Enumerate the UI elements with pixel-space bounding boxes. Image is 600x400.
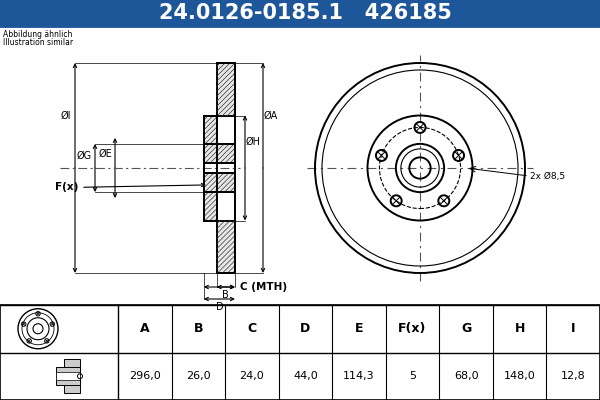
- Text: D: D: [215, 302, 223, 312]
- Text: F(x): F(x): [55, 182, 78, 192]
- Polygon shape: [204, 144, 235, 164]
- Text: ØE: ØE: [98, 148, 112, 158]
- Bar: [204, 116, 217, 144]
- Text: 148,0: 148,0: [504, 371, 536, 381]
- Text: ØA: ØA: [264, 110, 278, 120]
- Text: G: G: [461, 322, 471, 335]
- Text: 296,0: 296,0: [129, 371, 161, 381]
- Text: ØG: ØG: [77, 151, 92, 161]
- Polygon shape: [204, 172, 235, 192]
- Text: I: I: [571, 322, 575, 335]
- Text: F(x): F(x): [398, 322, 427, 335]
- Bar: [64, 359, 80, 393]
- Text: D: D: [301, 322, 311, 335]
- Bar: [56, 367, 80, 385]
- Bar: [56, 372, 80, 380]
- Text: ØI: ØI: [61, 110, 71, 120]
- Text: 2x Ø8,5: 2x Ø8,5: [530, 172, 565, 180]
- Text: C (MTH): C (MTH): [240, 282, 287, 292]
- Text: 5: 5: [409, 371, 416, 381]
- Text: 114,3: 114,3: [343, 371, 375, 381]
- Text: 24.0126-0185.1   426185: 24.0126-0185.1 426185: [158, 3, 451, 23]
- Bar: [0, 305, 600, 400]
- Bar: [217, 63, 235, 116]
- Bar: [204, 172, 235, 192]
- Text: 24,0: 24,0: [239, 371, 264, 381]
- Text: 12,8: 12,8: [561, 371, 586, 381]
- Bar: [204, 144, 235, 164]
- Text: E: E: [355, 322, 363, 335]
- Polygon shape: [217, 63, 235, 116]
- Text: Illustration similar: Illustration similar: [3, 38, 73, 47]
- Text: B: B: [194, 322, 203, 335]
- Text: Abbildung ähnlich: Abbildung ähnlich: [3, 30, 73, 39]
- Text: ØH: ØH: [246, 137, 261, 147]
- Bar: [0, 305, 600, 400]
- Polygon shape: [204, 116, 217, 144]
- Polygon shape: [217, 220, 235, 273]
- Text: C: C: [247, 322, 256, 335]
- Polygon shape: [204, 192, 217, 220]
- Text: B: B: [223, 290, 229, 300]
- Bar: [0, 0, 600, 26]
- Text: H: H: [514, 322, 525, 335]
- Text: 44,0: 44,0: [293, 371, 318, 381]
- Text: 26,0: 26,0: [186, 371, 211, 381]
- Bar: [204, 192, 217, 220]
- Bar: [217, 220, 235, 273]
- Text: A: A: [140, 322, 149, 335]
- Text: 68,0: 68,0: [454, 371, 478, 381]
